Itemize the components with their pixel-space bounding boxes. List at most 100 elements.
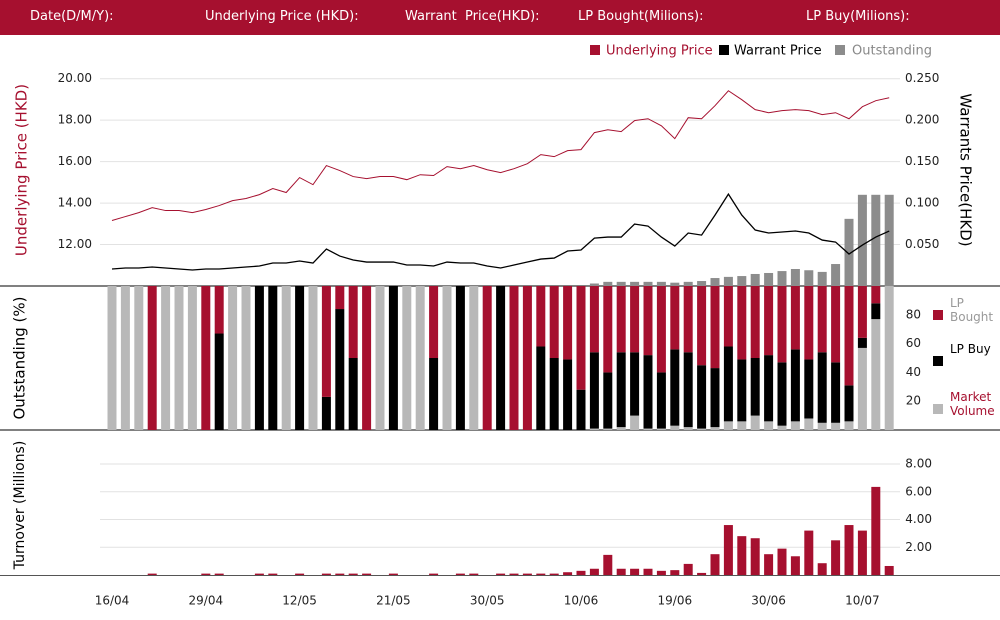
stacked-bar-segment: [831, 422, 841, 430]
stacked-bar-segment: [496, 286, 506, 430]
turnover-bar: [670, 570, 680, 575]
turnover-bar: [656, 570, 666, 575]
stacked-bar-segment: [750, 415, 760, 430]
stacked-bar-segment: [455, 286, 465, 430]
stacked-bar-segment: [817, 286, 827, 353]
outstanding-bar: [871, 194, 881, 286]
stacked-bar-segment: [576, 286, 586, 390]
outstanding-bar: [764, 272, 774, 286]
stacked-bar-segment: [656, 286, 666, 373]
stacked-bar-segment: [348, 358, 358, 430]
turnover-bar: [268, 573, 278, 575]
turnover-bar: [683, 563, 693, 575]
stacked-bar-segment: [643, 428, 653, 430]
legend-label: Market Volume: [950, 390, 995, 418]
stacked-bar-segment: [777, 425, 787, 430]
outstanding-bar: [831, 264, 841, 286]
turnover-bar: [147, 573, 157, 575]
turnover-bar: [817, 563, 827, 575]
stacked-bar-segment: [643, 286, 653, 356]
y-tick-label: 4.00: [905, 512, 932, 526]
y-tick-label: 0.050: [905, 237, 939, 251]
turnover-bar: [831, 540, 841, 575]
stacked-bar-segment: [201, 286, 211, 430]
stacked-bar-segment: [174, 286, 184, 430]
x-tick-label: 10/06: [564, 594, 599, 608]
turnover-bar: [630, 568, 640, 575]
x-tick-label: 12/05: [282, 594, 317, 608]
stacked-bar-segment: [844, 421, 854, 430]
stacked-bar-segment: [710, 286, 720, 369]
legend-label: LP Buy: [950, 342, 991, 356]
stacked-bar-segment: [120, 286, 130, 430]
stacked-bar-segment: [482, 286, 492, 430]
stacked-bar-segment: [670, 286, 680, 350]
stacked-bar-segment: [375, 286, 385, 430]
stacked-bar-segment: [723, 421, 733, 430]
y-tick-label: 2.00: [905, 540, 932, 554]
stacked-bar-segment: [670, 425, 680, 430]
stacked-bar-segment: [737, 421, 747, 430]
stacked-bar-segment: [321, 286, 331, 397]
legend-label: Outstanding: [852, 44, 932, 59]
stacked-bar-segment: [616, 352, 626, 428]
header-label: Date(D/M/Y):: [30, 9, 114, 24]
turnover-bar: [455, 573, 465, 575]
stacked-bar-segment: [871, 286, 881, 304]
outstanding-bar: [737, 276, 747, 286]
outstanding-bar: [630, 281, 640, 286]
turnover-bar: [764, 554, 774, 575]
stacked-bar-segment: [469, 286, 479, 430]
stacked-bar-segment: [723, 346, 733, 422]
y-tick-label: 80: [906, 307, 921, 321]
stacked-bar-segment: [643, 355, 653, 429]
turnover-bar: [589, 568, 599, 575]
turnover-bar: [214, 573, 224, 575]
stacked-bar-segment: [831, 362, 841, 423]
stacked-bar-segment: [884, 286, 894, 430]
y2-axis-title: Warrants Price(HKD): [957, 93, 975, 246]
stacked-bar-segment: [710, 427, 720, 430]
stacked-bar-segment: [857, 286, 867, 338]
turnover-bar: [254, 573, 264, 575]
stacked-bar-segment: [429, 286, 439, 358]
y-tick-label: 12.00: [58, 237, 92, 251]
turnover-bar: [871, 486, 881, 575]
turnover-bar: [857, 530, 867, 575]
stacked-bar-segment: [844, 286, 854, 386]
stacked-bar-segment: [268, 286, 278, 430]
x-tick-label: 19/06: [658, 594, 693, 608]
y-tick-label: 8.00: [905, 457, 932, 471]
stacked-bar-segment: [107, 286, 117, 430]
stacked-bar-segment: [804, 418, 814, 430]
stacked-bar-segment: [241, 286, 251, 430]
stacked-bar-segment: [589, 286, 599, 353]
turnover-bar: [750, 538, 760, 575]
stacked-bar-segment: [603, 286, 613, 373]
turnover-bar: [496, 573, 506, 575]
stacked-bar-segment: [804, 359, 814, 419]
turnover-bar: [710, 554, 720, 575]
stacked-bar-segment: [228, 286, 238, 430]
stacked-bar-segment: [509, 286, 519, 430]
stacked-bar-segment: [683, 286, 693, 353]
stacked-bar-segment: [187, 286, 197, 430]
x-tick-label: 30/05: [470, 594, 505, 608]
turnover-bar: [201, 573, 211, 575]
turnover-bar: [348, 573, 358, 575]
stacked-bar-segment: [576, 389, 586, 430]
stacked-bar-segment: [697, 286, 707, 366]
legend-swatch: [590, 45, 600, 55]
turnover-bar: [804, 530, 814, 575]
x-tick-label: 10/07: [845, 594, 880, 608]
turnover-bar: [522, 573, 532, 575]
stacked-bar-segment: [348, 286, 358, 358]
stacked-bar-segment: [147, 286, 157, 430]
header-bar: Date(D/M/Y): Underlying Price (HKD): War…: [0, 0, 1000, 35]
stacked-bar-segment: [790, 421, 800, 430]
turnover-bar: [469, 573, 479, 575]
stacked-bar-segment: [214, 286, 224, 334]
outstanding-bar: [884, 194, 894, 286]
stacked-bar-segment: [630, 415, 640, 430]
